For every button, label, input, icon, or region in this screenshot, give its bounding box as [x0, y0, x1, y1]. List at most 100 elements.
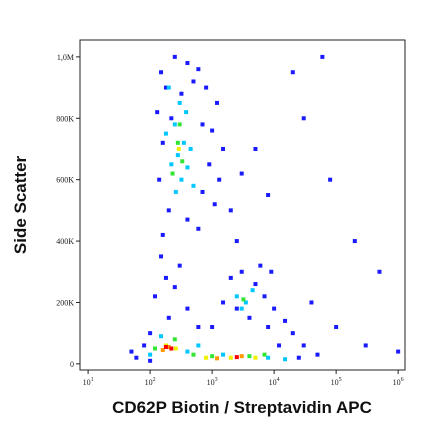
y-tick-label: 0: [70, 360, 74, 369]
point: [142, 343, 147, 348]
point: [290, 70, 295, 75]
point: [243, 300, 248, 305]
point: [163, 275, 168, 280]
x-tick-exponent: 1: [91, 377, 94, 383]
point: [228, 355, 233, 360]
x-tick-base: 10: [269, 378, 277, 387]
x-tick-exponent: 2: [153, 377, 156, 383]
point: [204, 355, 209, 360]
point: [163, 85, 168, 90]
x-tick-base: 10: [207, 378, 215, 387]
point: [196, 67, 201, 72]
point: [166, 344, 171, 349]
point: [172, 337, 177, 342]
point: [228, 208, 233, 213]
point: [315, 352, 320, 357]
point: [290, 331, 295, 336]
x-tick-exponent: 6: [401, 377, 404, 383]
point: [172, 122, 177, 127]
point: [328, 177, 333, 182]
point: [253, 146, 258, 151]
point: [239, 306, 244, 311]
point: [296, 355, 301, 360]
point: [258, 263, 263, 268]
point: [159, 334, 164, 339]
point: [215, 356, 220, 361]
point: [309, 300, 314, 305]
point: [159, 254, 164, 259]
x-tick-label: 105: [331, 377, 342, 387]
point: [262, 294, 267, 299]
point: [239, 269, 244, 274]
point: [196, 325, 201, 330]
point: [185, 349, 190, 354]
point: [172, 54, 177, 59]
point: [352, 239, 357, 244]
x-tick-base: 10: [145, 378, 153, 387]
point: [180, 159, 185, 164]
x-tick-base: 10: [331, 378, 339, 387]
point: [153, 294, 158, 299]
x-axis-title: CD62P Biotin / Streptavidin APC: [112, 398, 372, 417]
point: [157, 177, 162, 182]
points: [129, 54, 401, 363]
point: [266, 355, 271, 360]
point: [253, 282, 258, 287]
point: [283, 318, 288, 323]
point: [396, 349, 401, 354]
point: [200, 122, 205, 127]
point: [177, 100, 182, 105]
point: [166, 315, 171, 320]
point: [221, 352, 226, 357]
point: [160, 348, 165, 353]
point: [247, 315, 252, 320]
point: [301, 116, 306, 121]
point: [155, 110, 160, 115]
point: [166, 208, 171, 213]
point: [181, 140, 186, 145]
point: [334, 325, 339, 330]
point: [217, 177, 222, 182]
point: [210, 128, 215, 133]
point: [239, 354, 244, 359]
point: [185, 306, 190, 311]
x-tick-exponent: 5: [339, 377, 342, 383]
x-tick-label: 106: [393, 377, 404, 387]
y-tick-label: 800K: [56, 114, 74, 123]
point: [185, 217, 190, 222]
x-tick-label: 101: [83, 377, 94, 387]
point: [239, 171, 244, 176]
point: [148, 331, 153, 336]
point: [184, 110, 189, 115]
y-tick-label: 200K: [56, 298, 74, 307]
y-axis-title: Side Scatter: [11, 155, 30, 254]
point: [253, 355, 258, 360]
point: [221, 300, 226, 305]
point: [250, 288, 255, 293]
x-tick-exponent: 3: [215, 377, 218, 383]
point: [234, 294, 239, 299]
point: [160, 232, 165, 237]
point: [262, 352, 267, 357]
x-tick-base: 10: [83, 378, 91, 387]
point: [169, 116, 174, 121]
point: [172, 285, 177, 290]
x-tick-base: 10: [393, 378, 401, 387]
point: [185, 61, 190, 66]
point: [196, 343, 201, 348]
point: [191, 183, 196, 188]
point: [377, 269, 382, 274]
point: [179, 177, 184, 182]
point: [301, 343, 306, 348]
y-tick-label: 400K: [56, 237, 74, 246]
point: [176, 146, 181, 151]
point: [159, 70, 164, 75]
point: [191, 352, 196, 357]
x-tick-exponent: 4: [277, 377, 280, 383]
point: [179, 91, 184, 96]
point: [188, 146, 193, 151]
point: [234, 355, 239, 360]
point: [134, 355, 139, 360]
point: [234, 306, 239, 311]
